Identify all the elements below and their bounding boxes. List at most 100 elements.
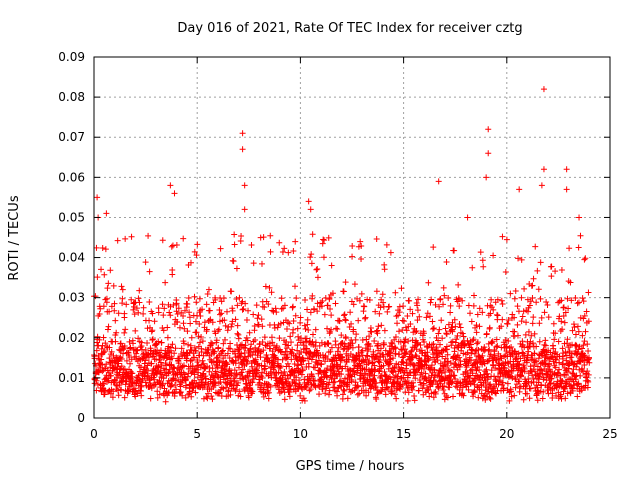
- data-point: [320, 380, 327, 387]
- data-point: [483, 330, 490, 337]
- data-point: [372, 366, 379, 373]
- data-point: [283, 325, 290, 332]
- data-point: [371, 372, 378, 379]
- data-point: [130, 340, 137, 347]
- data-point: [112, 338, 119, 345]
- data-point: [499, 233, 506, 240]
- data-point: [98, 266, 105, 273]
- data-point: [538, 182, 545, 189]
- data-point: [224, 327, 231, 334]
- data-point: [245, 307, 252, 314]
- data-point: [409, 310, 416, 317]
- data-point: [577, 314, 584, 321]
- data-point: [403, 362, 410, 369]
- data-point: [405, 338, 412, 345]
- data-point: [342, 279, 349, 286]
- data-point: [363, 392, 370, 399]
- data-point: [558, 267, 565, 274]
- data-point: [260, 234, 267, 241]
- data-point: [217, 245, 224, 252]
- data-point: [262, 363, 269, 370]
- y-tick-label: 0.09: [58, 50, 85, 64]
- data-point: [392, 350, 399, 357]
- data-point: [374, 330, 381, 337]
- data-point: [529, 294, 536, 301]
- data-point: [115, 392, 122, 399]
- data-point: [582, 255, 589, 262]
- data-point: [184, 328, 191, 335]
- data-point: [576, 214, 583, 221]
- data-point: [191, 293, 198, 300]
- data-point: [119, 295, 126, 302]
- data-point: [303, 384, 310, 391]
- data-point: [485, 373, 492, 380]
- data-point: [545, 314, 552, 321]
- data-point: [101, 271, 108, 278]
- data-point: [134, 358, 141, 365]
- data-point: [574, 323, 581, 330]
- data-point: [302, 325, 309, 332]
- data-point: [128, 296, 135, 303]
- data-point: [527, 298, 534, 305]
- data-point: [287, 382, 294, 389]
- data-point: [574, 300, 581, 307]
- data-point: [134, 347, 141, 354]
- y-tick-label: 0.03: [58, 291, 85, 305]
- data-point: [208, 339, 215, 346]
- y-tick-label: 0: [77, 411, 85, 425]
- data-point: [445, 366, 452, 373]
- data-point: [440, 365, 447, 372]
- data-point: [279, 356, 286, 363]
- data-point: [551, 336, 558, 343]
- data-point: [236, 388, 243, 395]
- data-point: [386, 352, 393, 359]
- data-point: [414, 307, 421, 314]
- data-point: [146, 317, 153, 324]
- data-point: [487, 302, 494, 309]
- y-axis-label: ROTI / TECUs: [7, 195, 22, 280]
- data-point: [105, 323, 112, 330]
- data-point: [188, 346, 195, 353]
- data-point: [129, 370, 136, 377]
- data-point: [539, 395, 546, 402]
- data-point: [360, 383, 367, 390]
- data-point: [131, 311, 138, 318]
- data-point: [564, 368, 571, 375]
- data-point: [367, 343, 374, 350]
- data-point: [467, 310, 474, 317]
- y-tick-label: 0.05: [58, 210, 85, 224]
- data-point: [508, 388, 515, 395]
- data-point: [126, 338, 133, 345]
- data-point: [542, 337, 549, 344]
- data-point: [122, 235, 129, 242]
- data-point: [278, 388, 285, 395]
- data-point: [148, 385, 155, 392]
- data-point: [103, 295, 110, 302]
- data-point: [357, 238, 364, 245]
- data-point: [374, 390, 381, 397]
- data-point: [447, 302, 454, 309]
- data-point: [474, 311, 481, 318]
- data-point: [193, 252, 200, 259]
- data-point: [350, 326, 357, 333]
- data-point: [512, 287, 519, 294]
- data-point: [444, 346, 451, 353]
- data-point: [231, 241, 238, 248]
- data-point: [288, 356, 295, 363]
- data-point: [142, 357, 149, 364]
- data-point: [294, 342, 301, 349]
- data-point: [326, 294, 333, 301]
- data-point: [539, 370, 546, 377]
- data-point: [186, 314, 193, 321]
- data-point: [455, 281, 462, 288]
- data-point: [486, 324, 493, 331]
- data-point: [537, 295, 544, 302]
- data-point: [216, 359, 223, 366]
- data-point: [564, 295, 571, 302]
- data-point: [511, 314, 518, 321]
- data-point: [441, 396, 448, 403]
- data-point: [202, 375, 209, 382]
- y-tick-label: 0.01: [58, 371, 85, 385]
- data-point: [333, 325, 340, 332]
- data-point: [328, 326, 335, 333]
